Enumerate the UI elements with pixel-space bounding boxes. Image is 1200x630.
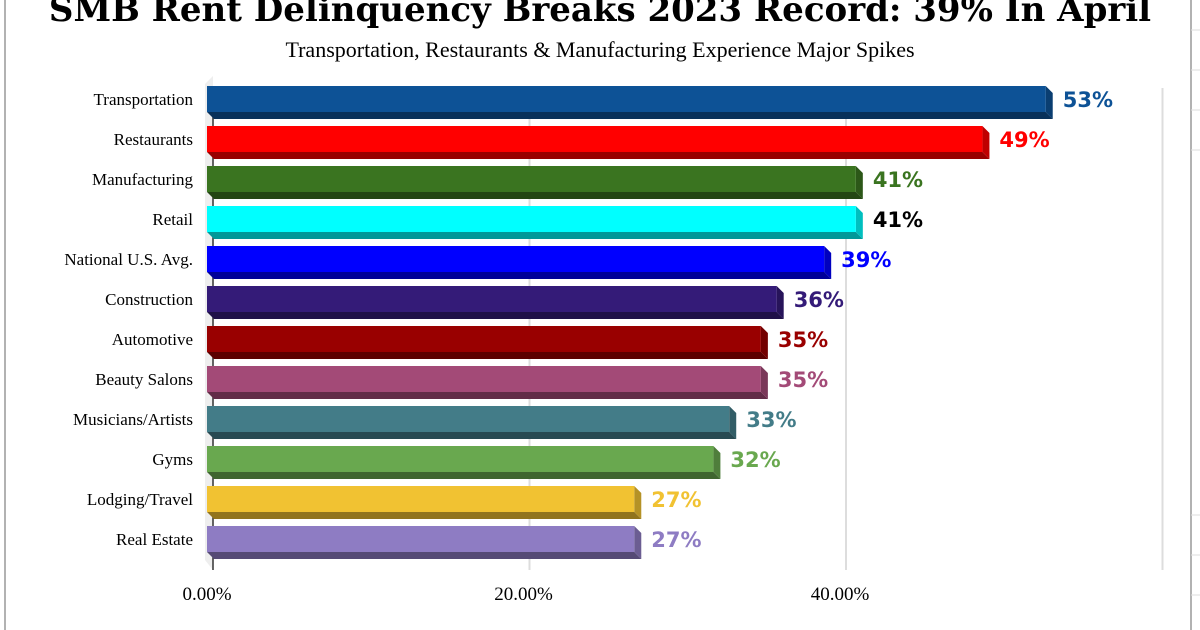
bar-face <box>207 286 777 312</box>
data-label: 27% <box>651 488 701 512</box>
bar-bottom <box>207 152 990 159</box>
data-label: 32% <box>730 448 780 472</box>
bar-bottom <box>207 512 642 519</box>
bar-side <box>824 246 832 279</box>
labels: 0.00% 20.00% 40.00% Transportation 53% Restau… <box>64 88 1113 605</box>
bar-face <box>207 86 1046 112</box>
spreadsheet-cells <box>1191 29 1200 596</box>
chart-subtitle: Transportation, Restaurants & Manufactur… <box>285 37 915 62</box>
bar-bottom <box>207 432 737 439</box>
category-label: Manufacturing <box>92 170 194 189</box>
data-label: 49% <box>999 128 1049 152</box>
bar-bottom <box>207 312 784 319</box>
bar-side <box>776 286 784 319</box>
data-label: 53% <box>1063 88 1113 112</box>
bars <box>207 86 1053 559</box>
category-label: Retail <box>152 210 193 229</box>
bar-face <box>207 446 714 472</box>
data-label: 33% <box>746 408 796 432</box>
bar-side <box>634 526 642 559</box>
bar-bottom <box>207 272 832 279</box>
bar-side <box>729 406 737 439</box>
bar-side <box>982 126 990 159</box>
bar-gyms <box>207 446 721 479</box>
bar-side <box>855 166 863 199</box>
bar-national-u-s-avg- <box>207 246 832 279</box>
bar-face <box>207 206 856 232</box>
bar-transportation <box>207 86 1053 119</box>
bar-side <box>713 446 721 479</box>
category-label: Construction <box>105 290 193 309</box>
category-label: Automotive <box>112 330 193 349</box>
bar-bottom <box>207 472 721 479</box>
x-tick-label: 40.00% <box>811 584 870 605</box>
data-label: 36% <box>794 288 844 312</box>
bar-automotive <box>207 326 768 359</box>
bar-restaurants <box>207 126 990 159</box>
bar-bottom <box>207 352 768 359</box>
bar-retail <box>207 206 863 239</box>
bar-face <box>207 486 635 512</box>
bar-musicians-artists <box>207 406 737 439</box>
chart-title: SMB Rent Delinquency Breaks 2023 Record:… <box>48 0 1152 30</box>
data-label: 27% <box>651 528 701 552</box>
bar-bottom <box>207 232 863 239</box>
bar-real-estate <box>207 526 642 559</box>
bar-face <box>207 406 730 432</box>
category-label: National U.S. Avg. <box>64 250 193 269</box>
x-tick-label: 20.00% <box>494 584 553 605</box>
bar-face <box>207 166 856 192</box>
bar-face <box>207 526 635 552</box>
data-label: 41% <box>873 168 923 192</box>
bar-bottom <box>207 112 1053 119</box>
bar-side <box>634 486 642 519</box>
category-label: Gyms <box>152 450 193 469</box>
data-label: 39% <box>841 248 891 272</box>
bar-lodging-travel <box>207 486 642 519</box>
data-label: 41% <box>873 208 923 232</box>
category-label: Real Estate <box>116 530 193 549</box>
bar-face <box>207 246 825 272</box>
data-label: 35% <box>778 368 828 392</box>
bar-face <box>207 326 761 352</box>
category-label: Beauty Salons <box>95 370 193 389</box>
bar-bottom <box>207 392 768 399</box>
bar-bottom <box>207 552 642 559</box>
bar-face <box>207 126 983 152</box>
data-label: 35% <box>778 328 828 352</box>
bar-construction <box>207 286 784 319</box>
bar-manufacturing <box>207 166 863 199</box>
x-tick-label: 0.00% <box>182 584 231 605</box>
bar-side <box>855 206 863 239</box>
bar-side <box>760 366 768 399</box>
category-label: Transportation <box>94 90 194 109</box>
bar-bottom <box>207 192 863 199</box>
category-label: Restaurants <box>114 130 193 149</box>
bar-side <box>760 326 768 359</box>
bar-beauty-salons <box>207 366 768 399</box>
bar-face <box>207 366 761 392</box>
bar-side <box>1045 86 1053 119</box>
category-label: Musicians/Artists <box>73 410 193 429</box>
category-label: Lodging/Travel <box>87 490 193 509</box>
